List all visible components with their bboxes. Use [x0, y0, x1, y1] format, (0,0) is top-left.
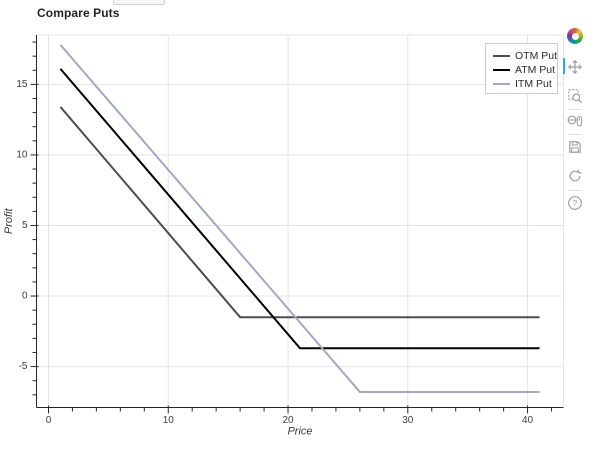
- axis-titles: Price Profit: [3, 207, 313, 437]
- box-zoom-tool[interactable]: [567, 87, 584, 104]
- svg-text:15: 15: [16, 79, 28, 90]
- bokeh-logo[interactable]: [567, 28, 583, 44]
- svg-text:0: 0: [22, 291, 28, 302]
- save-tool[interactable]: [567, 138, 584, 155]
- grid: [36, 35, 564, 408]
- wheel-zoom-tool[interactable]: [567, 113, 584, 130]
- plot-title: Compare Puts: [37, 6, 120, 20]
- help-icon: ?: [568, 195, 582, 210]
- legend-swatch: [493, 55, 510, 57]
- wheel-zoom-icon: [567, 115, 583, 126]
- svg-text:0: 0: [46, 415, 52, 426]
- box-zoom-icon: [568, 88, 582, 103]
- series-line-otm-put: [59, 106, 540, 319]
- pan-tool[interactable]: [562, 58, 584, 75]
- svg-text:20: 20: [282, 415, 294, 426]
- pan-icon: [568, 59, 582, 74]
- legend-item: ATM Put: [486, 63, 557, 77]
- legend-label: ITM Put: [515, 78, 552, 90]
- toolbar-separator: [568, 190, 582, 191]
- toolbar-separator: [568, 109, 582, 110]
- axes: [30, 35, 564, 414]
- reset-tool[interactable]: [567, 167, 584, 184]
- svg-text:10: 10: [163, 415, 175, 426]
- series-line-atm-put: [59, 68, 540, 350]
- legend-swatch: [493, 69, 510, 71]
- active-tool-indicator: [562, 58, 565, 74]
- svg-text:-5: -5: [19, 361, 28, 372]
- legend-item: OTM Put: [486, 49, 557, 63]
- series-lines: [59, 44, 540, 393]
- legend: OTM Put ATM Put ITM Put: [485, 43, 558, 94]
- svg-text:40: 40: [522, 415, 534, 426]
- legend-label: OTM Put: [515, 50, 558, 62]
- series-line-itm-put: [59, 44, 540, 393]
- toolbar-separator: [568, 134, 582, 135]
- y-axis-title: Profit: [3, 207, 15, 234]
- svg-text:5: 5: [22, 220, 28, 231]
- legend-item: ITM Put: [486, 77, 557, 91]
- clipped-ui-fragment: [113, 0, 165, 5]
- toolbar: ?: [562, 28, 584, 211]
- save-icon: [569, 140, 581, 153]
- legend-label: ATM Put: [515, 64, 556, 76]
- x-axis-title: Price: [287, 426, 312, 438]
- svg-text:10: 10: [16, 150, 28, 161]
- tick-labels: 0 10 20 30 40 -5 0 5 10 15: [16, 79, 533, 426]
- svg-text:30: 30: [402, 415, 414, 426]
- help-tool[interactable]: ?: [567, 194, 584, 211]
- legend-swatch: [493, 83, 510, 85]
- svg-text:?: ?: [573, 198, 578, 208]
- reset-icon: [569, 169, 582, 181]
